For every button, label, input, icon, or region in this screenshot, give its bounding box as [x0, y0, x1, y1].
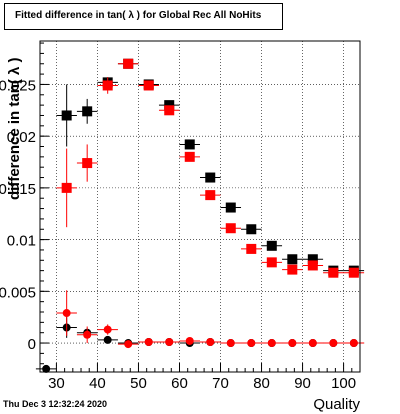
y-axis-ticks: 0 0.005 0.01 0.015 0.02 0.025 — [0, 42, 49, 365]
y-tick-label: 0.005 — [0, 284, 36, 301]
x-tick-label: 80 — [253, 375, 270, 392]
data-point-circle — [103, 335, 112, 344]
x-tick-label: 100 — [331, 375, 356, 392]
y-tick-label: 0.025 — [0, 77, 36, 94]
x-tick-label: 70 — [212, 375, 229, 392]
data-point-circle — [103, 325, 112, 334]
x-axis-label: Quality — [313, 396, 360, 413]
data-point-circle — [329, 339, 338, 348]
data-point-square — [164, 105, 175, 116]
data-point-circle — [247, 339, 256, 348]
data-point-square — [82, 158, 93, 169]
data-point-circle — [165, 338, 174, 347]
data-point-circle — [62, 309, 71, 318]
y-tick-label: 0 — [28, 336, 36, 353]
data-point-circle — [83, 330, 92, 339]
x-tick-label: 30 — [48, 375, 65, 392]
data-point-circle — [349, 339, 358, 348]
data-point-circle — [226, 339, 235, 348]
data-point-square — [61, 110, 72, 121]
grid-layer — [40, 41, 360, 372]
x-tick-label: 50 — [130, 375, 147, 392]
data-point-square — [328, 267, 339, 278]
series-layer — [35, 58, 365, 373]
data-point-square — [205, 190, 216, 201]
data-point-circle — [288, 339, 297, 348]
x-tick-label: 40 — [89, 375, 106, 392]
data-point-circle — [124, 340, 133, 349]
data-point-square — [307, 260, 318, 271]
series-1 — [56, 58, 365, 276]
data-point-square — [61, 182, 72, 193]
data-point-square — [287, 264, 298, 275]
y-tick-label: 0.02 — [7, 129, 36, 146]
data-point-square — [164, 100, 175, 111]
data-point-square — [225, 223, 236, 234]
data-point-circle — [144, 338, 153, 347]
data-point-square — [82, 106, 93, 117]
series-4 — [56, 290, 365, 349]
data-point-circle — [267, 339, 276, 348]
series-2 — [56, 58, 365, 278]
data-point-square — [246, 243, 257, 254]
data-point-square — [266, 240, 277, 251]
y-tick-label: 0.01 — [7, 233, 36, 250]
data-point-square — [225, 202, 236, 213]
data-point-square — [246, 224, 257, 235]
y-tick-label: 0.015 — [0, 181, 36, 198]
chart-title: Fitted difference in tan( λ ) for Global… — [15, 10, 262, 21]
data-point-square — [348, 267, 359, 278]
data-point-circle — [206, 338, 215, 347]
x-axis-ticks: 30 40 50 60 70 80 90 100 — [47, 363, 361, 392]
data-point-circle — [308, 339, 317, 348]
data-point-square — [102, 80, 113, 91]
chart-title-box: Fitted difference in tan( λ ) for Global… — [4, 3, 283, 30]
data-point-square — [287, 254, 298, 265]
y-axis-label: difference in tan( λ ) — [6, 57, 23, 200]
data-point-square — [205, 172, 216, 183]
data-point-square — [123, 58, 134, 69]
plot-frame — [39, 40, 361, 373]
x-tick-label: 60 — [171, 375, 188, 392]
data-point-square — [266, 257, 277, 268]
data-point-square — [184, 139, 195, 150]
data-point-circle — [42, 364, 51, 373]
data-point-square — [184, 151, 195, 162]
timestamp: Thu Dec 3 12:32:24 2020 — [3, 399, 108, 409]
x-tick-label: 90 — [294, 375, 311, 392]
data-point-circle — [185, 336, 194, 345]
data-point-square — [307, 254, 318, 265]
data-point-square — [143, 80, 154, 91]
